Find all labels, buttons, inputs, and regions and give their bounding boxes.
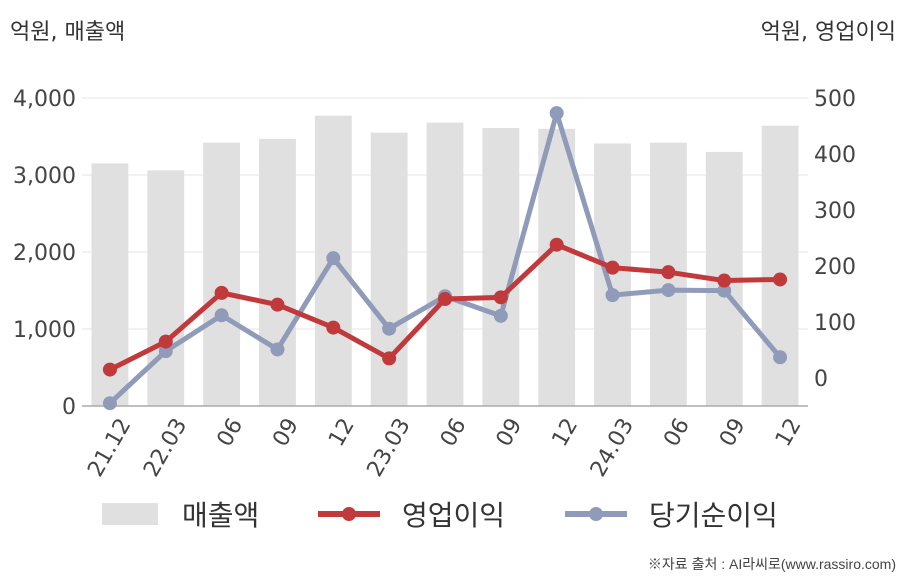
- y-left-tick-label: 1,000: [13, 318, 76, 343]
- point-net-income: [382, 321, 397, 336]
- point-operating-profit: [661, 265, 676, 280]
- y-left-tick-label: 4,000: [13, 87, 76, 112]
- x-tick-label: 23.03: [363, 414, 416, 480]
- x-tick-label: 12: [324, 414, 360, 451]
- legend-label-operating: 영업이익: [402, 499, 506, 532]
- point-net-income: [773, 350, 788, 365]
- point-operating-profit: [214, 285, 229, 300]
- point-operating-profit: [717, 273, 732, 288]
- legend-item-operating: 영업이익: [318, 494, 505, 534]
- point-operating-profit: [270, 297, 285, 312]
- chart-legend: 매출액 영업이익 당기순이익: [0, 494, 908, 534]
- point-net-income: [549, 106, 564, 121]
- point-operating-profit: [158, 334, 173, 349]
- x-tick-label: 24.03: [586, 414, 639, 480]
- x-tick-label: 09: [268, 414, 304, 451]
- point-operating-profit: [102, 362, 117, 377]
- point-net-income: [717, 283, 732, 298]
- bar-revenue: [426, 122, 464, 406]
- point-operating-profit: [438, 292, 452, 307]
- point-net-income: [270, 342, 285, 357]
- point-operating-profit: [326, 320, 341, 335]
- x-tick-label: 06: [212, 414, 248, 451]
- x-tick-label: 09: [492, 414, 528, 451]
- x-tick-label: 06: [436, 414, 472, 451]
- bar-revenue: [147, 170, 185, 406]
- y-right-tick-label: 200: [814, 255, 856, 280]
- point-net-income: [214, 308, 229, 323]
- combo-chart: 0 1,000 2,000 3,000 4,000 0 100 200 300 400 500 21.…: [13, 87, 856, 480]
- point-operating-profit: [549, 237, 564, 252]
- legend-swatch-net: [565, 507, 627, 521]
- legend-swatch-operating: [318, 507, 380, 521]
- bar-revenue: [594, 143, 631, 406]
- point-net-income: [102, 396, 117, 411]
- point-net-income: [493, 308, 508, 323]
- x-tick-label: 12: [771, 414, 807, 451]
- x-tick-label: 06: [659, 414, 695, 451]
- y-left-tick-label: 0: [62, 395, 76, 420]
- bar-revenue: [203, 142, 241, 406]
- point-operating-profit: [382, 351, 397, 366]
- source-note: ※자료 출처 : AI라씨로(www.rassiro.com): [647, 556, 896, 572]
- point-operating-profit: [605, 260, 620, 275]
- x-tick-label: 09: [715, 414, 751, 451]
- y-right-tick-label: 0: [814, 367, 828, 392]
- bar-revenue: [538, 128, 576, 407]
- point-operating-profit: [773, 272, 788, 287]
- y-right-tick-label: 400: [814, 143, 856, 168]
- y-left-tick-label: 3,000: [13, 164, 76, 189]
- x-tick-label: 22.03: [139, 414, 192, 480]
- bar-revenue: [259, 138, 296, 406]
- right-axis-unit: 억원, 영업이익: [760, 20, 896, 45]
- legend-item-revenue: 매출액: [102, 494, 259, 534]
- y-right-tick-label: 100: [814, 311, 856, 336]
- point-net-income: [326, 251, 341, 266]
- point-operating-profit: [493, 290, 508, 305]
- y-left-tick-label: 2,000: [13, 241, 76, 266]
- x-tick-label: 21.12: [83, 414, 136, 480]
- y-right-tick-label: 300: [814, 199, 856, 224]
- legend-label-net: 당기순이익: [649, 499, 778, 532]
- legend-swatch-bar: [102, 503, 158, 525]
- point-net-income: [605, 288, 620, 303]
- left-axis-unit: 억원, 매출액: [10, 20, 126, 45]
- point-net-income: [661, 283, 676, 298]
- legend-label-revenue: 매출액: [182, 499, 260, 532]
- y-right-tick-label: 500: [814, 87, 856, 112]
- x-tick-label: 12: [548, 414, 584, 451]
- legend-item-net: 당기순이익: [565, 494, 778, 534]
